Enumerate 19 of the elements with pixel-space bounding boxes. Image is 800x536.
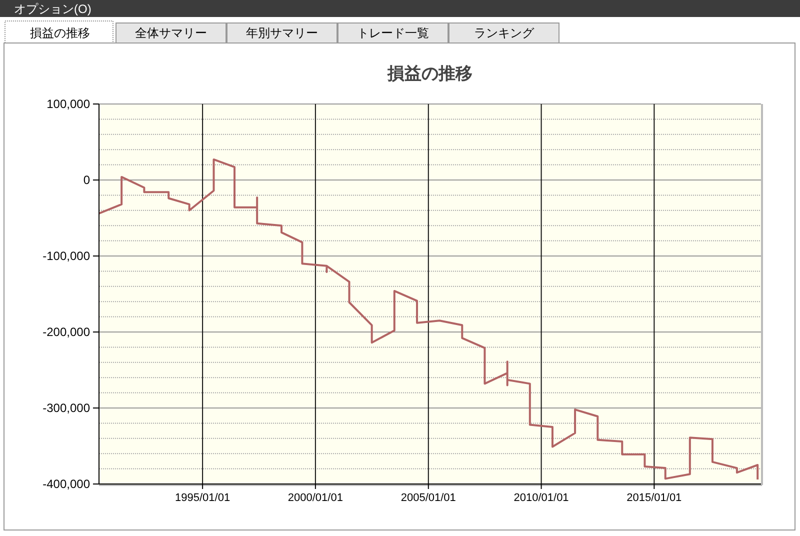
- x-tick-label: 2000/01/01: [288, 492, 343, 504]
- x-tick-label: 2010/01/01: [514, 492, 569, 504]
- text: 年別サマリー: [246, 26, 318, 40]
- chart-title: 損益の推移: [386, 64, 472, 83]
- text: トレード一覧: [357, 26, 429, 40]
- y-tick-label: 0: [83, 173, 90, 187]
- y-tick-label: -200,000: [42, 325, 90, 339]
- text: 全体サマリー: [135, 26, 207, 40]
- x-tick-label: 2015/01/01: [626, 492, 682, 504]
- y-tick-label: 100,000: [46, 97, 90, 111]
- y-tick-label: -100,000: [42, 249, 90, 263]
- text: 損益の推移: [30, 26, 90, 40]
- x-tick-label: 2005/01/01: [400, 492, 456, 504]
- line-series: [98, 158, 759, 480]
- y-tick-label: -300,000: [42, 401, 90, 415]
- text: オプション(O): [14, 2, 92, 16]
- text: ランキング: [474, 26, 535, 40]
- y-tick-label: -400,000: [42, 477, 90, 491]
- x-tick-label: 1995/01/01: [175, 492, 230, 504]
